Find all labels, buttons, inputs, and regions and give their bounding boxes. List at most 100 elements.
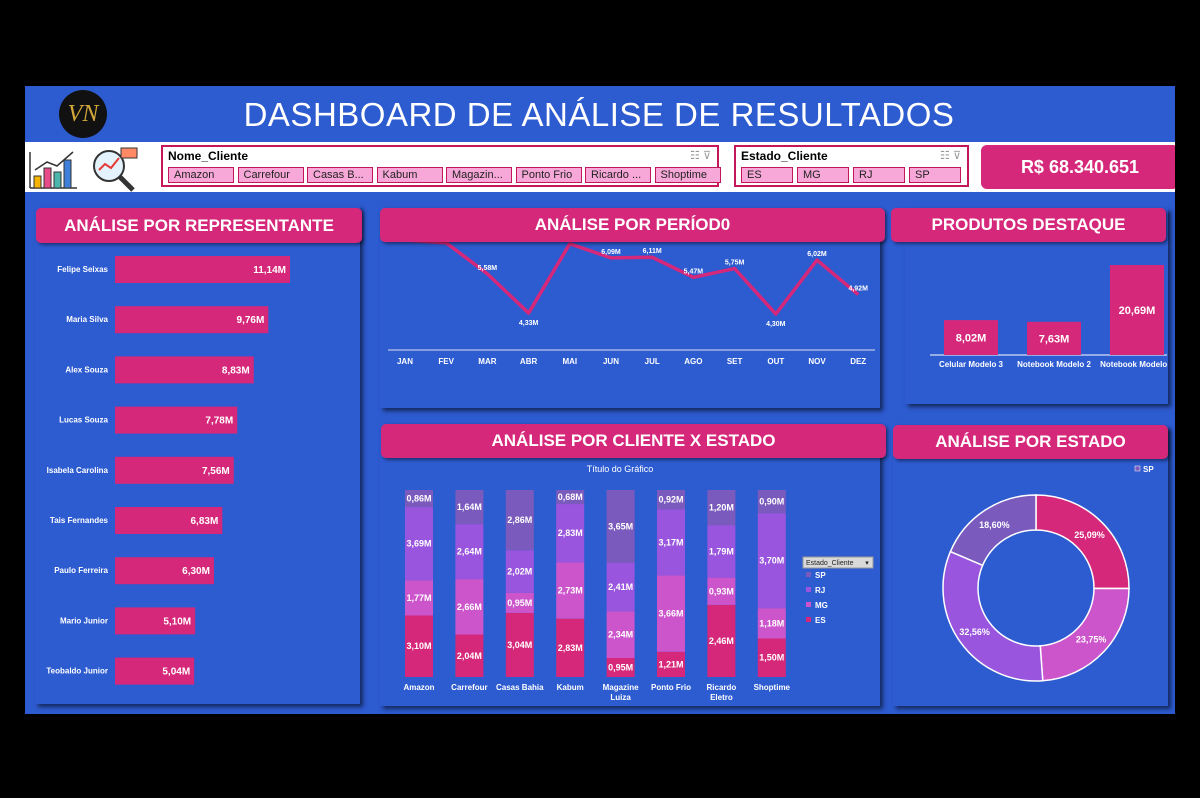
stacked-bar-segment: [657, 651, 685, 677]
legend-title: Estado_Cliente: [806, 560, 854, 567]
x-tick-label: JAN: [397, 357, 413, 366]
data-label: 2,73M: [558, 586, 583, 596]
category-label: Alex Souza: [65, 365, 108, 374]
slicer-chip-cliente[interactable]: Amazon: [168, 167, 234, 183]
x-tick-label: Ricardo: [707, 683, 737, 692]
data-label: 3,66M: [658, 609, 683, 619]
stacked-bar-segment: [707, 525, 736, 578]
data-label: 1,77M: [406, 593, 431, 603]
data-label: 8,02M: [956, 333, 987, 345]
stacked-bar-segment: [657, 575, 685, 652]
data-label: 5,58M: [478, 265, 498, 272]
x-tick-label: Shoptime: [754, 683, 791, 692]
panel-title-cliente-estado: ANÁLISE POR CLIENTE X ESTADO: [381, 424, 886, 458]
bar: [1027, 321, 1081, 355]
x-tick-label: DEZ: [850, 357, 866, 366]
panel-title-representante: ANÁLISE POR REPRESENTANTE: [36, 208, 362, 243]
bar: [115, 256, 290, 283]
data-label: 7,56M: [202, 466, 230, 477]
x-tick-label: Kabum: [557, 683, 584, 692]
dashboard: VN DASHBOARD DE ANÁLISE DE RESULTADOS No…: [25, 86, 1175, 714]
legend-swatch: [806, 572, 811, 577]
x-tick-label: NOV: [808, 357, 826, 366]
slicer-chip-cliente[interactable]: Casas B...: [307, 167, 373, 183]
data-label: 7,78M: [205, 416, 233, 427]
slicer-chip-cliente[interactable]: Ponto Frio: [515, 167, 582, 183]
x-tick-label: SET: [727, 357, 743, 366]
data-label: 6,02M: [807, 251, 827, 258]
data-label: 1,79M: [709, 546, 734, 556]
representante-chart: Felipe Seixas 11,14M Maria Silva 9,76M Alex …: [46, 256, 290, 685]
stacked-bar-segment: [405, 615, 433, 677]
slicer-chip-cliente[interactable]: Magazin...: [446, 167, 512, 183]
data-label: 1,64M: [457, 502, 482, 512]
clear-filter-icon[interactable]: ☷ ⊽: [690, 150, 711, 162]
data-label: 9,76M: [237, 315, 265, 326]
stacked-bar-segment: [505, 490, 534, 551]
panel-representante: Felipe Seixas 11,14M Maria Silva 9,76M Alex …: [35, 206, 360, 704]
x-tick-label: AGO: [684, 357, 702, 366]
stacked-bar-segment: [707, 577, 736, 605]
legend-swatch: [806, 602, 811, 607]
x-tick-label: Amazon: [403, 683, 434, 692]
data-label: 3,17M: [658, 537, 683, 547]
stacked-bar-segment: [505, 592, 534, 613]
x-tick-label: Carrefour: [451, 683, 487, 692]
data-label: 3,69M: [406, 539, 431, 549]
data-label: 5,10M: [163, 616, 191, 627]
slicer-chip-estado[interactable]: SP: [909, 167, 961, 183]
data-label: 4,30M: [766, 321, 786, 328]
category-label: Felipe Seixas: [57, 265, 108, 274]
data-label: 2,41M: [608, 582, 633, 592]
data-label: 11,14M: [253, 265, 286, 276]
data-label: 1,21M: [658, 659, 683, 669]
donut-slice: [942, 550, 1044, 682]
stacked-bar-segment: [657, 509, 685, 576]
slicer-estado-title: Estado_Cliente: [741, 149, 828, 163]
data-label: 2,66M: [457, 602, 482, 612]
legend-label: SP: [815, 571, 826, 580]
stacked-bar-segment: [505, 612, 534, 677]
clear-filter-icon[interactable]: ☷ ⊽: [940, 150, 961, 162]
slicer-estado: Estado_Cliente ☷ ⊽ ES MG RJ SP: [734, 145, 969, 187]
bar: [115, 507, 223, 534]
stacked-bar-segment: [657, 490, 685, 510]
category-label: Tais Fernandes: [50, 516, 109, 525]
slicer-chip-cliente[interactable]: Kabum: [376, 167, 443, 183]
x-tick-label: ABR: [520, 357, 538, 366]
data-label: 0,93M: [709, 586, 734, 596]
data-label: 6,30M: [182, 566, 210, 577]
slicer-chip-cliente[interactable]: Carrefour: [237, 167, 304, 183]
cliente-estado-chart: Título do Gráfico 3,10M 1,77M 3,69M 0,86M Ama…: [403, 464, 874, 702]
data-label: 7,63M: [1039, 333, 1070, 345]
x-tick-label: Magazine: [603, 683, 640, 692]
slicer-chip-cliente[interactable]: Shoptime: [654, 167, 721, 183]
x-tick-label: OUT: [767, 357, 784, 366]
stacked-bar-segment: [606, 658, 635, 677]
x-tick-label: Casas Bahia: [496, 683, 544, 692]
stacked-bar-segment: [405, 580, 433, 616]
data-label: 2,83M: [558, 643, 583, 653]
x-tick-label: Celular Modelo 3: [939, 360, 1004, 369]
logo: VN: [59, 90, 107, 138]
data-label: 5,04M: [162, 667, 190, 678]
panel-title-produtos: PRODUTOS DESTAQUE: [891, 208, 1166, 242]
legend-dropdown-icon: ▾: [865, 560, 869, 567]
slicer-chip-cliente[interactable]: Ricardo ...: [585, 167, 651, 183]
slicer-chip-estado[interactable]: MG: [797, 167, 849, 183]
data-label: 20,69M: [1119, 305, 1156, 317]
data-label: 25,09%: [1074, 530, 1105, 540]
header: VN DASHBOARD DE ANÁLISE DE RESULTADOS: [25, 86, 1173, 144]
slicer-chip-estado[interactable]: ES: [741, 167, 793, 183]
stacked-bar-segment: [405, 507, 433, 581]
data-label: 6,09M: [601, 249, 621, 256]
x-tick-label: JUL: [645, 357, 660, 366]
data-label: 3,70M: [759, 556, 784, 566]
x-tick-label: MAR: [478, 357, 496, 366]
legend-swatch: [806, 617, 811, 622]
slicer-chip-estado[interactable]: RJ: [853, 167, 905, 183]
data-label: 5,75M: [725, 260, 745, 267]
panel-title-estado: ANÁLISE POR ESTADO: [893, 425, 1168, 459]
